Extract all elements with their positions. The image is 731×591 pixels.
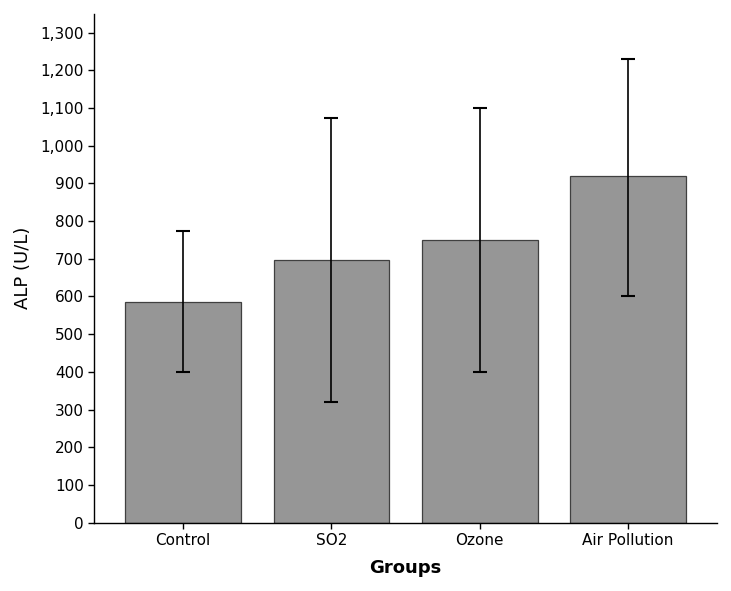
Bar <box>570 176 686 522</box>
X-axis label: Groups: Groups <box>369 559 442 577</box>
Bar <box>125 302 241 522</box>
Y-axis label: ALP (U/L): ALP (U/L) <box>14 227 32 310</box>
Bar <box>273 260 390 522</box>
Bar <box>422 240 537 522</box>
